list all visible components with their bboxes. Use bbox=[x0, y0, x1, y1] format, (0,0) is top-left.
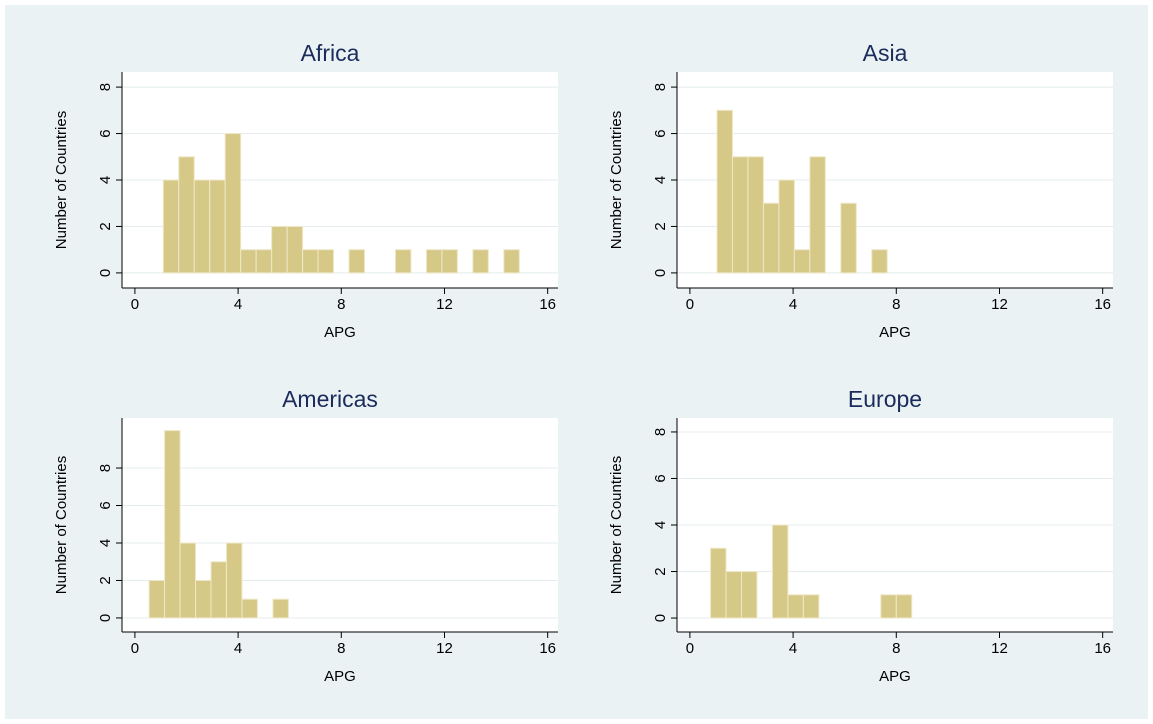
x-tick-label: 16 bbox=[1094, 640, 1111, 657]
x-tick-label: 4 bbox=[789, 640, 797, 657]
bar bbox=[840, 202, 857, 274]
bar bbox=[302, 249, 319, 274]
x-tick-label: 4 bbox=[234, 296, 242, 313]
bar bbox=[731, 156, 749, 274]
x-tick-label: 8 bbox=[892, 296, 900, 313]
y-axis-title: Number of Countries bbox=[53, 111, 70, 249]
bar bbox=[162, 179, 180, 274]
y-tick-label: 8 bbox=[97, 464, 114, 472]
bar bbox=[472, 249, 489, 274]
x-tick-label: 4 bbox=[789, 296, 797, 313]
bar bbox=[725, 571, 742, 619]
bar bbox=[164, 430, 181, 619]
y-tick-label: 8 bbox=[652, 428, 669, 436]
x-axis-title: APG bbox=[324, 668, 356, 685]
y-tick-label: 6 bbox=[97, 129, 114, 137]
bar bbox=[241, 598, 258, 619]
x-tick-label: 8 bbox=[892, 640, 900, 657]
bar bbox=[317, 249, 335, 274]
y-tick-label: 0 bbox=[652, 269, 669, 277]
bar bbox=[425, 249, 443, 274]
x-tick-label: 0 bbox=[686, 640, 694, 657]
x-tick-label: 4 bbox=[234, 640, 242, 657]
x-tick-label: 0 bbox=[131, 296, 139, 313]
bar bbox=[809, 156, 826, 274]
y-tick-label: 0 bbox=[97, 614, 114, 622]
bar bbox=[148, 579, 166, 619]
x-tick-label: 16 bbox=[539, 640, 556, 657]
x-tick-label: 8 bbox=[337, 640, 345, 657]
y-tick-label: 2 bbox=[652, 222, 669, 230]
bar bbox=[710, 547, 727, 619]
x-tick-label: 8 bbox=[337, 296, 345, 313]
bar bbox=[286, 225, 304, 274]
y-tick-label: 8 bbox=[652, 83, 669, 91]
bar bbox=[210, 561, 227, 619]
bar bbox=[178, 156, 195, 274]
x-axis-title: APG bbox=[324, 324, 356, 341]
y-tick-label: 6 bbox=[652, 129, 669, 137]
x-axis-title: APG bbox=[879, 668, 911, 685]
y-tick-label: 0 bbox=[652, 614, 669, 622]
bar bbox=[771, 524, 789, 619]
x-tick-label: 12 bbox=[436, 296, 453, 313]
panel-title: Asia bbox=[863, 40, 908, 66]
bar bbox=[787, 594, 804, 619]
bar bbox=[740, 571, 758, 619]
bar bbox=[193, 179, 211, 274]
y-tick-label: 4 bbox=[652, 176, 669, 184]
bar bbox=[224, 133, 242, 274]
bar bbox=[271, 225, 288, 274]
y-axis-title: Number of Countries bbox=[608, 111, 625, 249]
y-tick-label: 4 bbox=[652, 521, 669, 529]
y-tick-label: 0 bbox=[97, 269, 114, 277]
x-tick-label: 0 bbox=[686, 296, 694, 313]
x-axis-title: APG bbox=[879, 324, 911, 341]
bar bbox=[503, 249, 520, 274]
y-tick-label: 4 bbox=[97, 539, 114, 547]
x-tick-label: 12 bbox=[991, 296, 1008, 313]
x-tick-label: 12 bbox=[991, 640, 1008, 657]
y-tick-label: 2 bbox=[652, 567, 669, 575]
y-tick-label: 6 bbox=[652, 474, 669, 482]
bar bbox=[240, 249, 257, 274]
x-tick-label: 0 bbox=[131, 640, 139, 657]
y-axis-title: Number of Countries bbox=[608, 456, 625, 594]
bar bbox=[802, 594, 820, 619]
bar bbox=[895, 594, 913, 619]
bar bbox=[179, 542, 197, 619]
bar bbox=[394, 249, 412, 274]
bar bbox=[762, 202, 780, 274]
bar bbox=[880, 594, 897, 619]
y-tick-label: 4 bbox=[97, 176, 114, 184]
bar bbox=[195, 579, 212, 619]
y-tick-label: 8 bbox=[97, 83, 114, 91]
bar bbox=[747, 156, 764, 274]
y-tick-label: 6 bbox=[97, 501, 114, 509]
panel-title: Americas bbox=[282, 386, 378, 412]
y-axis-title: Number of Countries bbox=[53, 456, 70, 594]
bar bbox=[441, 249, 458, 274]
panel-title: Africa bbox=[301, 40, 360, 66]
bar bbox=[255, 249, 273, 274]
bar bbox=[871, 249, 888, 274]
y-tick-label: 2 bbox=[97, 576, 114, 584]
panel-title: Europe bbox=[848, 386, 922, 412]
bar bbox=[793, 249, 811, 274]
x-tick-label: 16 bbox=[1094, 296, 1111, 313]
bar bbox=[778, 179, 795, 274]
x-tick-label: 12 bbox=[436, 640, 453, 657]
bar bbox=[225, 542, 243, 619]
x-tick-label: 16 bbox=[539, 296, 556, 313]
bar bbox=[348, 249, 366, 274]
bar bbox=[716, 109, 733, 274]
y-tick-label: 2 bbox=[97, 222, 114, 230]
bar bbox=[209, 179, 226, 274]
bar bbox=[272, 598, 289, 619]
